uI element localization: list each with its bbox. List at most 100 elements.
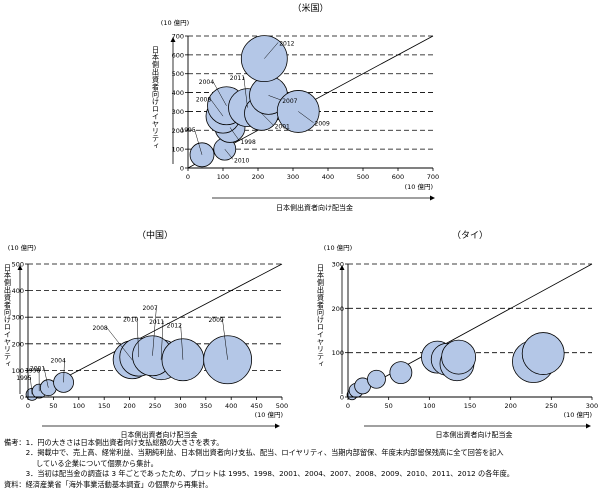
panel1-x-label: 日本側出資者向け配当金	[276, 203, 353, 212]
source-line: 資料：経済産業省「海外事業活動基本調査」の個票から再集計。	[4, 479, 213, 489]
panel1-x-tick-label: 0	[186, 173, 190, 181]
panel1-y-tick-label: 0	[180, 165, 184, 173]
panel3-title: （タイ）	[452, 230, 488, 241]
panel2-label-leader	[160, 320, 164, 360]
panel2-bubble	[53, 371, 74, 393]
panel1-y-tick-label: 200	[172, 127, 184, 135]
panel3-x-unit: (10 億円)	[564, 410, 592, 419]
panel2-point-label: 2011	[149, 319, 164, 326]
panel1-label-leader	[212, 81, 227, 106]
panel2-x-tick-label: 450	[250, 402, 262, 410]
panel2-x-tick-label: 400	[225, 402, 237, 410]
panel1-point-label: 2010	[234, 157, 249, 164]
panel2-y-tick-label: 500	[12, 261, 24, 269]
panel2-x-label: 日本側出資者向け配当金	[121, 430, 198, 439]
panel3-y-tick-label: 200	[332, 305, 344, 313]
panel2-x-unit: (10 億円)	[255, 410, 283, 419]
panel1-point-label: 2008	[196, 96, 211, 103]
panel1-point-label: 2011	[230, 75, 245, 82]
panel3-y-label: 日本側出資者向けロイヤリティ	[317, 264, 326, 368]
panel3-x-tick-label: 150	[464, 402, 476, 410]
panel2-label-leader	[30, 376, 33, 395]
panel2-label-leader	[43, 367, 49, 388]
panel1-label-leader	[261, 113, 274, 126]
panel3-y-tick-label: 0	[340, 394, 344, 402]
panel3-bubble	[367, 369, 386, 389]
panel1-y-tick-label: 700	[172, 33, 184, 41]
panel2-point-label: 2012	[167, 322, 182, 329]
panel1-point-label: 2001	[275, 123, 290, 130]
panel1-y-tick-label: 500	[172, 70, 184, 78]
panel2-label-leader	[180, 324, 184, 360]
panel1-x-tick-label: 200	[252, 173, 264, 181]
panel2-point-label: 1998	[25, 367, 40, 374]
panel3-x-arrow-head	[586, 423, 591, 429]
panel2-x-tick-label: 50	[49, 402, 57, 410]
panel2-x-tick-label: 500	[276, 402, 288, 410]
panel1-y-tick-label: 600	[172, 51, 184, 59]
panel3-bubble	[389, 361, 413, 385]
panel2-x-tick-label: 0	[26, 402, 30, 410]
panel2-y-tick-label: 100	[12, 367, 24, 375]
panel1-y-tick-label: 400	[172, 89, 184, 97]
panel1-point-label: 2009	[315, 121, 330, 128]
panel3-x-tick-label: 250	[545, 402, 557, 410]
panel3-x-label: 日本側出資者向け配当金	[436, 430, 513, 439]
panel3-x-tick-label: 300	[586, 402, 598, 410]
panel2-y-arrow-head	[17, 265, 23, 270]
panel3-x-tick-label: 100	[423, 402, 435, 410]
panel1-x-tick-label: 300	[287, 173, 299, 181]
panel2-label-leader	[152, 306, 157, 356]
panel3-y-tick-label: 300	[332, 261, 344, 269]
panel3-x-tick-label: 200	[504, 402, 516, 410]
panel1-y-tick-label: 300	[172, 108, 184, 116]
note-line-2: 2．掲載中で、売上高、経常利益、当期純利益、日本側出資者向け支払、配当、ロイヤリ…	[4, 448, 504, 458]
panel3-bubble	[521, 332, 565, 375]
panel2-y-label: 日本側出資者向けロイヤリティ	[4, 264, 13, 368]
panel2-label-leader	[222, 319, 228, 360]
panel3-x-tick-label: 0	[346, 402, 350, 410]
panel2-y-tick-label: 0	[20, 394, 24, 402]
notes: 備考：1．円の大きさは日本側出資者向け支払総額の大きさを表す。 2．掲載中で、売…	[4, 438, 604, 490]
panel2-y-tick-label: 400	[12, 287, 24, 295]
panel3-diagonal-line	[347, 263, 593, 398]
panel1-label-leader	[224, 148, 234, 160]
panel1-label-leader	[243, 77, 248, 108]
panel1-x-unit: (10 億円)	[405, 182, 433, 191]
panel2-y-tick-label: 200	[12, 340, 24, 348]
panel1-y-arrow-head	[170, 37, 176, 42]
panel2-x-arrow-head	[275, 423, 280, 429]
panel2-label-leader	[63, 359, 65, 383]
note-line-3: 3．当初は配当金の調査は 3 年ごとであったため、プロットは 1995、1998…	[4, 469, 514, 479]
panel2-point-label: 2008	[92, 325, 107, 332]
panel1-label-leader	[268, 95, 282, 101]
panel1-label-leader	[298, 111, 314, 123]
panel2-x-tick-label: 150	[98, 402, 110, 410]
panel2-point-label: 2010	[123, 317, 138, 324]
panel2-x-tick-label: 300	[174, 402, 186, 410]
panel1-x-tick-label: 500	[357, 173, 369, 181]
panel1-x-tick-label: 400	[322, 173, 334, 181]
panel1-label-leader	[209, 98, 224, 117]
panel1-point-label: 2007	[282, 98, 297, 105]
panel2-point-label: 2001	[30, 365, 45, 372]
panel2-label-leader	[106, 327, 133, 360]
panel3-x-tick-label: 50	[385, 402, 393, 410]
panel2-x-tick-label: 100	[73, 402, 85, 410]
panel1-point-label: 1998	[241, 139, 256, 146]
panel3-y-arrow-head	[339, 265, 345, 270]
panel1-x-tick-label: 600	[392, 173, 404, 181]
panel1-x-tick-label: 100	[217, 173, 229, 181]
panel1-title: （米国）	[292, 2, 328, 14]
panel1-label-leader	[194, 128, 203, 155]
panel1-x-arrow-head	[430, 195, 435, 201]
panel2-label-leader	[136, 318, 139, 358]
panel1-label-leader	[229, 127, 240, 142]
panel2-point-label: 2007	[142, 305, 157, 312]
panel3-y-tick-label: 100	[332, 349, 344, 357]
panel1-y-unit: (10 億円)	[161, 18, 189, 27]
panel3-y-unit: (10 億円)	[324, 243, 352, 252]
panel1-point-label: 2012	[279, 40, 294, 47]
panel2-x-tick-label: 350	[200, 402, 212, 410]
